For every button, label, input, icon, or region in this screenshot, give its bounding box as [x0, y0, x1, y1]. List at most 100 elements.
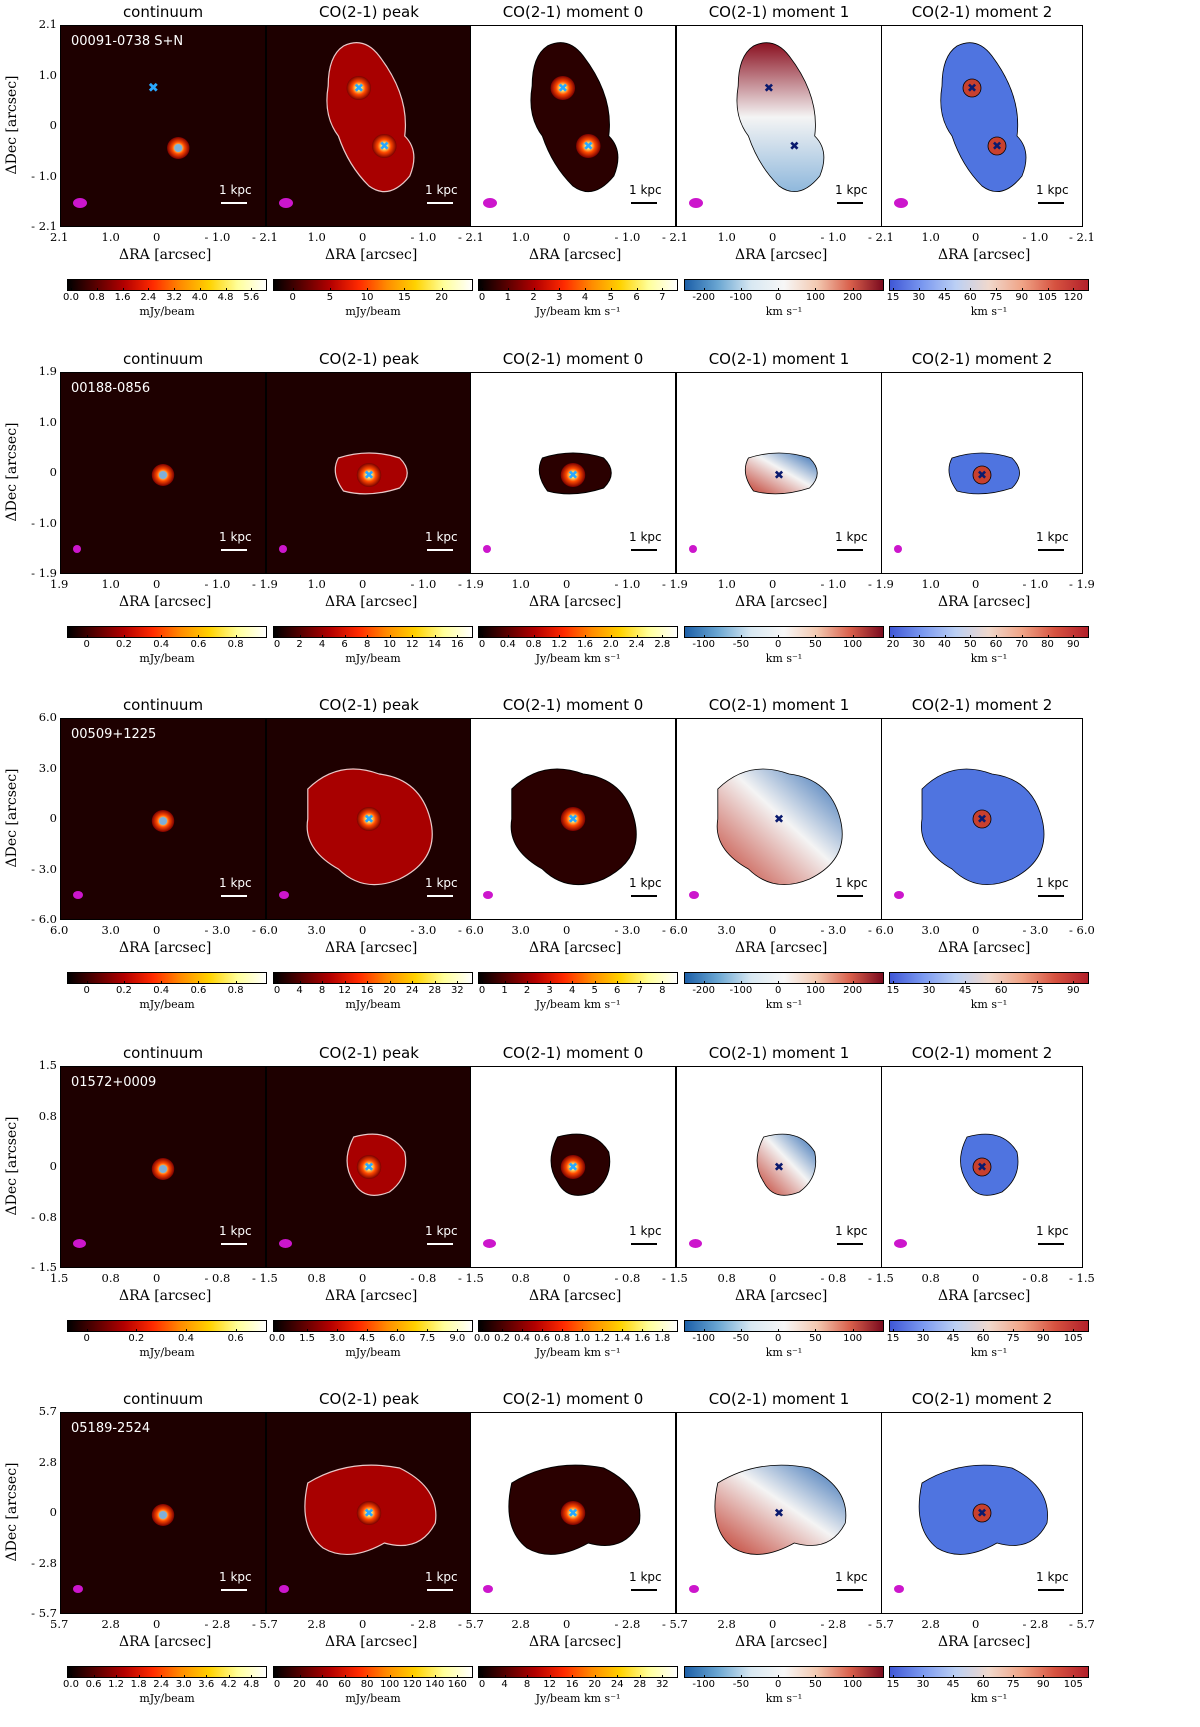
colorbar-tick-mark: [457, 1329, 459, 1332]
colorbar-tick-mark: [174, 288, 176, 291]
x-axis-label: ΔRA [arcsec]: [119, 1634, 212, 1650]
colorbar-tick-mark: [482, 1329, 483, 1332]
colorbar-tick-label: 90: [1036, 1333, 1050, 1344]
map-panel-3-4: ✖ 1 kpc: [676, 718, 882, 920]
colorbar-tick-label: 1.5: [299, 1333, 315, 1344]
colorbar-tick-mark: [367, 981, 369, 984]
x-tick-label: 0: [769, 923, 777, 937]
colorbar-tick-label: 4: [568, 985, 576, 996]
panel-title: CO(2-1) moment 2: [911, 696, 1053, 714]
x-tick-label: - 0.8: [820, 1271, 847, 1285]
colorbar-tick-mark: [944, 288, 946, 291]
x-axis-label: ΔRA [arcsec]: [938, 1634, 1031, 1650]
colorbar-tick-label: 0: [774, 1333, 782, 1344]
x-tick-label: - 1.0: [204, 577, 231, 591]
scale-bar: [631, 895, 657, 897]
colorbar-tick-mark: [778, 288, 780, 291]
x-tick-label: 0: [153, 230, 161, 244]
colorbar-tick-mark: [662, 288, 664, 291]
scale-bar: [221, 1589, 247, 1591]
nucleus-marker: ✖: [774, 1160, 784, 1174]
colorbar-tick-mark: [482, 635, 483, 638]
scale-bar-label: 1 kpc: [629, 183, 662, 197]
x-tick-label: 0: [563, 1617, 571, 1631]
colorbar-unit: km s⁻¹: [765, 305, 803, 318]
colorbar-tick-mark: [636, 635, 638, 638]
colorbar-tick-mark: [136, 1329, 138, 1332]
colorbar-tick-label: 0: [273, 639, 281, 650]
beam-ellipse: [689, 545, 697, 553]
map-image: ✖: [306, 768, 433, 886]
colorbar-unit: mJy/beam: [345, 1692, 401, 1705]
x-axis-label: ΔRA [arcsec]: [735, 247, 828, 263]
colorbar-tick-label: 60: [963, 292, 977, 303]
y-tick-label: - 2.8: [31, 1555, 57, 1570]
x-tick-label: 0: [153, 923, 161, 937]
colorbar-tick-label: 40: [315, 1679, 329, 1690]
colorbar-tick-label: 0: [774, 985, 782, 996]
x-tick-label: - 1.0: [204, 230, 231, 244]
x-tick-label: 0: [153, 577, 161, 591]
colorbar-tick-label: 105: [1063, 1333, 1083, 1344]
colorbar-tick-label: 1: [504, 292, 511, 303]
scale-bar: [427, 1589, 453, 1591]
scale-bar-label: 1 kpc: [1036, 876, 1069, 890]
scale-bar-label: 1 kpc: [835, 530, 868, 544]
x-axis-label: ΔRA [arcsec]: [325, 594, 418, 610]
colorbar-tick-label: 2.4: [140, 292, 157, 303]
scale-bar: [631, 1589, 657, 1591]
colorbar-tick-label: 45: [938, 292, 951, 303]
colorbar-tick-label: 5: [607, 292, 614, 303]
colorbar-tick-mark: [457, 1675, 459, 1678]
colorbar-tick-mark: [183, 1675, 185, 1678]
nucleus-marker: ✖: [764, 81, 774, 95]
colorbar-tick-label: 16: [360, 985, 374, 996]
y-tick-label: - 2.1: [31, 219, 57, 233]
colorbar-tick-mark: [815, 1329, 817, 1332]
x-tick-label: 3.0: [921, 923, 940, 937]
colorbar-tick-label: 0.8: [227, 639, 244, 650]
panel-title: CO(2-1) moment 0: [502, 350, 644, 368]
colorbar-tick-label: 105: [1038, 292, 1058, 303]
y-tick-label: 0: [49, 811, 57, 825]
colorbar-tick-label: -50: [732, 1679, 750, 1690]
colorbar-tick-mark: [299, 981, 301, 984]
map-panel-1-2: ✖ ✖ 1 kpc: [266, 25, 472, 227]
colorbar-tick-label: 10: [383, 639, 397, 650]
x-tick-label: 2.8: [307, 1617, 326, 1631]
colorbar-tick-mark: [1037, 981, 1039, 984]
colorbar-unit: km s⁻¹: [970, 998, 1008, 1011]
map-image: [151, 810, 175, 832]
colorbar: [889, 279, 1089, 291]
x-tick-label: 1.0: [511, 230, 530, 244]
x-tick-label: 3.0: [511, 923, 530, 937]
colorbar-unit: km s⁻¹: [970, 652, 1008, 665]
x-tick-label: - 1.5: [868, 1271, 894, 1285]
colorbar-tick-label: 0.6: [534, 1333, 551, 1344]
nucleus-marker: ✖: [774, 812, 784, 826]
galaxy-label: 00091-0738 S+N: [71, 34, 184, 49]
colorbar-tick-label: 3.0: [329, 1333, 346, 1344]
x-tick-label: 0: [563, 923, 571, 937]
x-tick-label: - 5.7: [868, 1617, 894, 1631]
map-panel-3-5: ✖ 1 kpc: [881, 718, 1083, 920]
colorbar-tick-label: 4: [318, 639, 326, 650]
colorbar-tick-label: 60: [976, 1679, 990, 1690]
colorbar-tick-mark: [367, 1675, 369, 1678]
x-axis-label: ΔRA [arcsec]: [938, 940, 1031, 956]
colorbar-unit: mJy/beam: [345, 652, 401, 665]
beam-ellipse: [894, 1585, 904, 1593]
colorbar-tick-mark: [457, 981, 459, 984]
nucleus-marker: ✖: [568, 1160, 578, 1174]
map-panel-3-1: 1 kpc 00509+1225: [60, 718, 266, 920]
scale-bar-label: 1 kpc: [425, 1570, 458, 1584]
colorbar-tick-label: 7: [659, 292, 666, 303]
colorbar-unit: km s⁻¹: [765, 1692, 803, 1705]
map-panel-3-3: ✖ 1 kpc: [470, 718, 676, 920]
panel-title: CO(2-1) moment 2: [911, 1390, 1053, 1408]
colorbar-tick-label: 7: [636, 985, 643, 996]
colorbar-tick-label: 2: [523, 985, 531, 996]
x-tick-label: - 3.0: [614, 923, 641, 937]
colorbar-tick-mark: [86, 981, 88, 984]
colorbar: [67, 1666, 267, 1678]
